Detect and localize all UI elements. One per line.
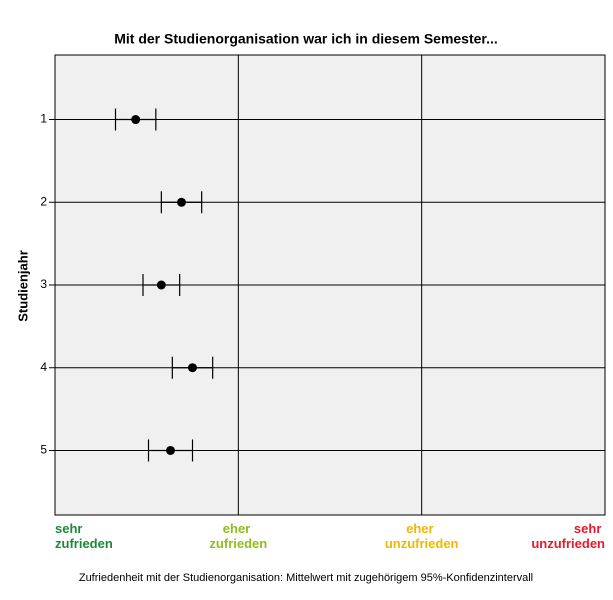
y-tick-label: 4	[40, 360, 47, 374]
y-axis-label: Studienjahr	[15, 250, 30, 322]
mean-dot	[188, 363, 197, 373]
note: Zufriedenheit mit der Studienorganisatio…	[79, 572, 533, 584]
y-tick-label: 5	[40, 443, 47, 457]
y-tick-label: 3	[40, 277, 47, 291]
mean-dot	[156, 280, 166, 290]
x-tick-label: sehr unzufrieden	[531, 521, 605, 551]
chart-title: Mit der Studienorganisation war ich in d…	[114, 31, 498, 47]
y-tick-label: 2	[40, 194, 47, 208]
mean-dot	[177, 197, 186, 207]
mean-dot	[131, 115, 141, 125]
y-tick-label: 1	[40, 112, 47, 126]
mean-dot	[166, 445, 175, 455]
x-tick-label: sehr zufrieden	[55, 521, 113, 551]
x-tick-label: eher zufrieden	[209, 521, 267, 551]
x-tick-label: eher unzufrieden	[385, 521, 459, 551]
